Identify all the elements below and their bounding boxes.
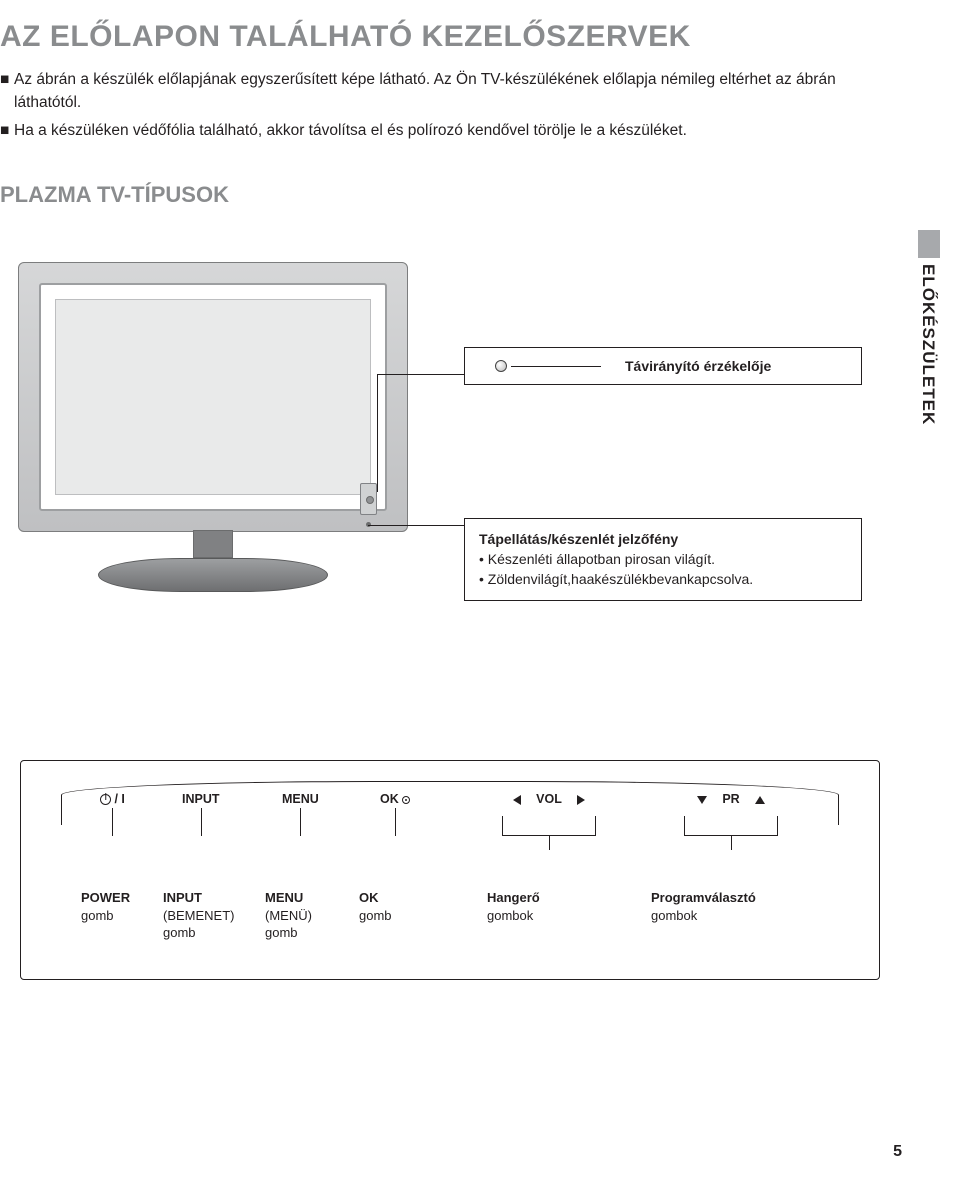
triangle-up-icon — [755, 796, 765, 804]
leader-tick — [777, 816, 778, 836]
control-volume: VOL — [494, 792, 604, 806]
leader-tick — [595, 816, 596, 836]
tv-screen — [55, 299, 371, 495]
control-panel-diagram: / I INPUT MENU OK — [20, 760, 880, 980]
intro-line-1: ■ Az ábrán a készülék előlapjának egysze… — [0, 68, 900, 115]
leader-tick — [201, 808, 202, 836]
power-glyph: / I — [114, 792, 124, 806]
intro-text-2: Ha a készüléken védőfólia található, akk… — [14, 119, 687, 142]
callout-power-b1: • Készenléti állapotban pirosan világít. — [479, 549, 847, 569]
label-vol-l1: Hangerő — [487, 889, 540, 907]
control-input: INPUT — [182, 792, 220, 806]
tv-diagram: Távirányító érzékelője Tápellátás/készen… — [0, 222, 860, 642]
tv-illustration — [18, 262, 408, 592]
triangle-left-icon — [513, 795, 521, 805]
callout-power-b2: • Zöldenvilágít,haakészülékbevankapcsolv… — [479, 569, 847, 589]
label-input-l2a: (BEMENET) — [163, 907, 235, 925]
triangle-down-icon — [697, 796, 707, 804]
label-pr-l2: gombok — [651, 907, 756, 925]
control-input-label: INPUT — [182, 792, 220, 806]
label-menu-l2b: gomb — [265, 924, 312, 942]
label-volume: Hangerő gombok — [487, 889, 540, 924]
control-ok: OK — [380, 792, 410, 806]
leader-tick — [395, 808, 396, 836]
callout-inner-line — [511, 366, 601, 367]
leader-tick — [684, 816, 685, 836]
control-row: / I INPUT MENU OK — [62, 792, 838, 816]
side-tab: ELŐKÉSZÜLETEK — [918, 230, 940, 425]
labels-row: POWER gomb INPUT (BEMENET) gomb MENU (ME… — [57, 889, 843, 969]
callout-remote-sensor: Távirányító érzékelője — [464, 347, 862, 385]
leader-line — [368, 525, 464, 526]
label-input: INPUT (BEMENET) gomb — [163, 889, 235, 942]
control-menu: MENU — [282, 792, 319, 806]
intro-text-1: Az ábrán a készülék előlapjának egyszerű… — [14, 68, 900, 115]
label-power: POWER gomb — [81, 889, 130, 924]
intro-line-2: ■ Ha a készüléken védőfólia található, a… — [0, 119, 900, 142]
label-program: Programválasztó gombok — [651, 889, 756, 924]
leader-drop — [731, 836, 732, 850]
label-input-l1: INPUT — [163, 889, 235, 907]
sensor-dot-icon — [495, 360, 507, 372]
page-title: AZ ELŐLAPON TALÁLHATÓ KEZELŐSZERVEK — [0, 20, 900, 54]
control-vol-label: VOL — [536, 792, 562, 806]
label-power-l2: gomb — [81, 907, 130, 925]
control-program: PR — [676, 792, 786, 806]
leader-tick — [502, 816, 503, 836]
label-ok-l1: OK — [359, 889, 392, 907]
page-number: 5 — [893, 1143, 902, 1161]
tv-frame — [18, 262, 408, 532]
panel-outer: / I INPUT MENU OK — [20, 760, 880, 980]
leader-tick — [300, 808, 301, 836]
bullet-icon: ■ — [0, 68, 14, 115]
label-menu-l2a: (MENÜ) — [265, 907, 312, 925]
bullet-icon: ■ — [0, 119, 14, 142]
control-menu-label: MENU — [282, 792, 319, 806]
label-menu: MENU (MENÜ) gomb — [265, 889, 312, 942]
callout-power-head: Tápellátás/készenlét jelzőfény — [479, 529, 847, 549]
tv-neck — [193, 530, 233, 558]
intro-block: ■ Az ábrán a készülék előlapjának egysze… — [0, 68, 900, 142]
leader-drop — [549, 836, 550, 850]
label-input-l2b: gomb — [163, 924, 235, 942]
label-power-l1: POWER — [81, 889, 130, 907]
leader-tick — [112, 808, 113, 836]
tv-bezel — [39, 283, 387, 511]
label-ok: OK gomb — [359, 889, 392, 924]
power-icon — [100, 794, 111, 805]
label-vol-l2: gombok — [487, 907, 540, 925]
side-tab-marker — [918, 230, 940, 258]
tv-base — [98, 558, 328, 592]
panel-strip: / I INPUT MENU OK — [61, 781, 839, 825]
section-title: PLAZMA TV-TÍPUSOK — [0, 182, 900, 208]
control-power: / I — [100, 792, 125, 806]
sensor-chip — [360, 483, 377, 515]
control-ok-label: OK — [380, 792, 399, 806]
callout-power-led: Tápellátás/készenlét jelzőfény • Készenl… — [464, 518, 862, 601]
label-menu-l1: MENU — [265, 889, 312, 907]
callout-remote-text: Távirányító érzékelője — [625, 358, 847, 374]
label-ok-l2: gomb — [359, 907, 392, 925]
triangle-right-icon — [577, 795, 585, 805]
label-pr-l1: Programválasztó — [651, 889, 756, 907]
ok-dot-icon — [402, 796, 410, 804]
side-tab-label: ELŐKÉSZÜLETEK — [918, 264, 938, 425]
leader-line — [377, 374, 464, 492]
control-pr-label: PR — [722, 792, 739, 806]
page: AZ ELŐLAPON TALÁLHATÓ KEZELŐSZERVEK ■ Az… — [0, 0, 960, 1183]
